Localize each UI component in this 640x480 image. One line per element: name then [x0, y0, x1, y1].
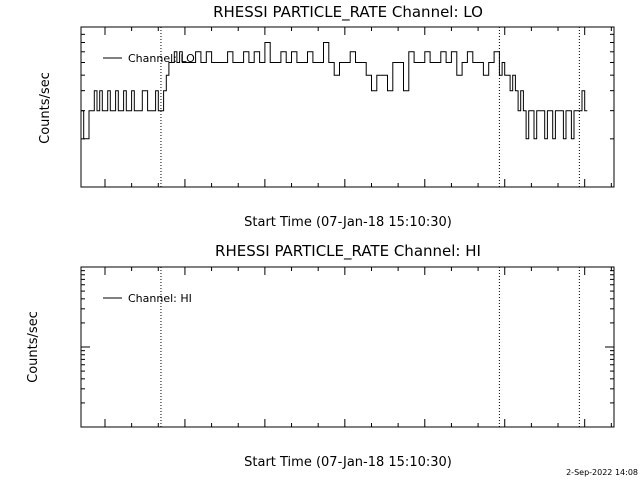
hi-channel-plot: RHESSI PARTICLE_RATE Channel: HI Start T…	[26, 242, 615, 470]
legend-entry-lo: Channel: LO	[128, 52, 195, 65]
series-line-lo	[81, 42, 588, 140]
chart-title-hi: RHESSI PARTICLE_RATE Channel: HI	[215, 242, 481, 261]
legend-entry-hi: Channel: HI	[128, 292, 192, 305]
chart-title-lo: RHESSI PARTICLE_RATE Channel: LO	[213, 3, 483, 22]
lo-channel-plot: RHESSI PARTICLE_RATE Channel: LO Start T…	[38, 3, 615, 230]
plot-frame-lo	[80, 26, 615, 188]
y-axis-label-hi: Counts/sec	[26, 311, 41, 383]
date-stamp: 2-Sep-2022 14:08	[566, 468, 638, 477]
x-axis-label-lo: Start Time (07-Jan-18 15:10:30)	[244, 215, 452, 230]
y-axis-label-lo: Counts/sec	[38, 72, 53, 144]
x-axis-label-hi: Start Time (07-Jan-18 15:10:30)	[244, 455, 452, 470]
